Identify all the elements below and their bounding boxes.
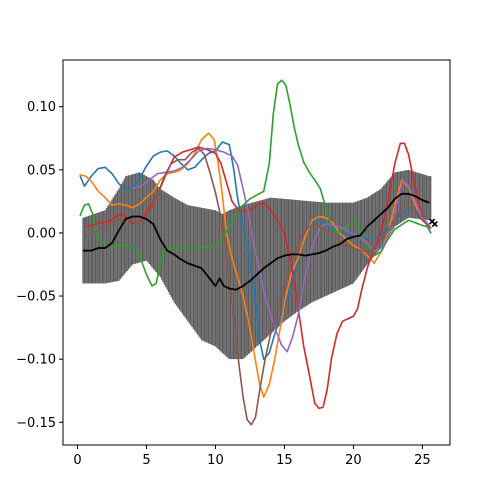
x-tick-label: 15 <box>276 453 293 468</box>
y-tick-label: 0.00 <box>27 226 56 241</box>
y-tick-label: −0.05 <box>16 290 56 305</box>
series-line-5 <box>131 147 431 353</box>
x-tick-label: 10 <box>207 453 224 468</box>
y-tick-label: 0.05 <box>27 163 56 178</box>
y-tick-label: 0.10 <box>27 100 56 115</box>
series-line-6 <box>84 147 429 426</box>
x-tick-label: 25 <box>414 453 431 468</box>
error-band <box>82 169 432 360</box>
plot-frame <box>62 59 451 446</box>
end-marker <box>431 221 438 228</box>
x-tick-label: 0 <box>73 453 81 468</box>
mean-line <box>83 192 430 291</box>
series-line-3 <box>79 79 432 287</box>
y-tick-label: −0.15 <box>16 416 56 431</box>
y-axis: −0.15 −0.10 −0.05 0.00 0.05 0.10 <box>16 100 63 431</box>
end-markers <box>428 218 438 228</box>
mean-line-path <box>83 192 430 291</box>
x-tick-label: 5 <box>142 453 150 468</box>
x-tick-label: 20 <box>345 453 362 468</box>
series-lines <box>79 79 432 426</box>
series-line-4 <box>84 142 432 410</box>
series-line-2 <box>79 132 429 398</box>
y-tick-label: −0.10 <box>16 353 56 368</box>
x-axis: 0 5 10 15 20 25 <box>73 445 431 468</box>
plot-area <box>62 59 451 446</box>
